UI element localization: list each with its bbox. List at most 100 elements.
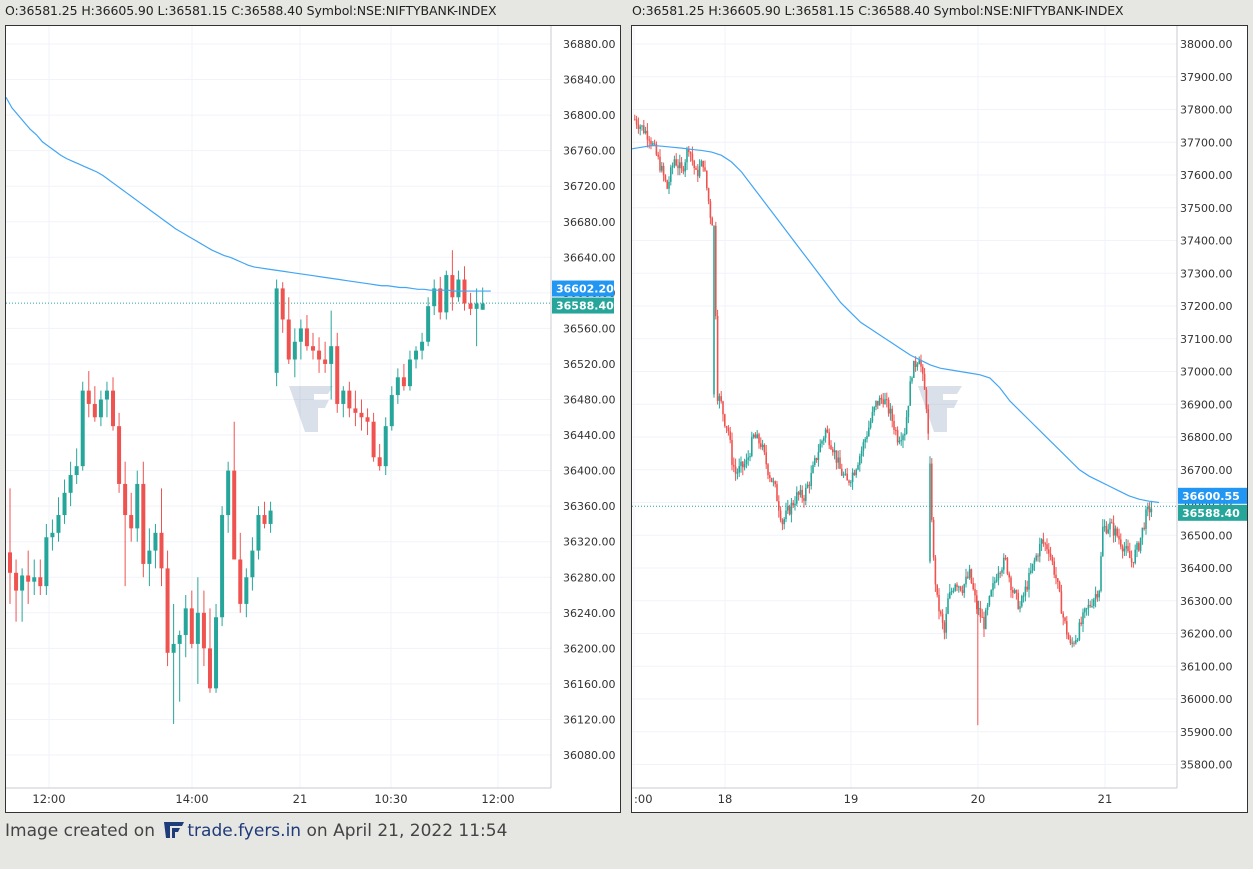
candle-body — [480, 303, 485, 310]
candle-body — [317, 350, 322, 360]
candle-body — [1069, 639, 1072, 644]
candle-body — [153, 532, 158, 551]
candle-body — [1145, 509, 1147, 529]
candle-body — [304, 328, 309, 347]
candle-body — [1096, 594, 1099, 598]
candle-body — [913, 360, 915, 378]
candle-body — [716, 316, 719, 401]
candle-body — [911, 377, 913, 382]
candle-body — [1129, 550, 1131, 559]
candle-body — [1022, 595, 1025, 597]
candle-body — [648, 139, 650, 141]
candle-body — [347, 390, 352, 409]
candle-body — [298, 328, 303, 342]
x-tick-label: 12:00 — [32, 792, 65, 806]
x-tick-label: 21 — [293, 792, 308, 806]
candle-body — [790, 502, 793, 515]
candle-body — [238, 559, 243, 604]
candle-body — [268, 510, 273, 524]
candle-body — [1100, 556, 1102, 591]
candle-body — [189, 608, 194, 644]
y-tick-label: 36500.00 — [1180, 529, 1233, 542]
y-tick-label: 36000.00 — [1180, 693, 1233, 706]
candle-body — [884, 399, 886, 405]
x-tick-label: 12:00 — [481, 792, 514, 806]
candle-body — [760, 443, 762, 448]
candle-body — [761, 444, 764, 448]
candle-body — [783, 518, 785, 525]
candle-body — [837, 457, 839, 463]
candle-body — [947, 598, 949, 614]
candle-body — [706, 170, 708, 189]
symbol-label: Symbol: — [933, 3, 984, 18]
candle-body — [700, 160, 703, 167]
candle-body — [848, 480, 850, 483]
multiday-candlestick-chart[interactable]: 38000.00 37900.00 37800.00 37700.00 37600.00… — [632, 26, 1247, 812]
candle-body — [891, 408, 893, 421]
candle-body — [670, 167, 672, 182]
candle-body — [634, 119, 636, 121]
candle-body — [918, 360, 920, 365]
moving-average-line — [6, 97, 491, 292]
candle-body — [747, 457, 749, 460]
candle-body — [1001, 569, 1003, 573]
y-tick-label: 36700.00 — [1180, 464, 1233, 477]
candle-body — [945, 613, 947, 633]
candle-body — [781, 520, 784, 525]
candle-body — [323, 359, 328, 364]
fyers-logo-icon — [164, 822, 185, 838]
y-tick-label: 36760.00 — [563, 145, 616, 158]
candle-body — [981, 616, 983, 618]
candle-body — [724, 414, 726, 427]
candle-body — [1082, 612, 1084, 624]
x-tick-label: :00 — [634, 792, 653, 806]
intraday-chart-panel[interactable]: 36880.00 36840.00 36800.00 36760.00 36720.00… — [5, 25, 621, 813]
candle-body — [92, 403, 97, 418]
candle-body — [727, 428, 730, 432]
y-tick-label: 36100.00 — [1180, 660, 1233, 673]
candle-body — [1064, 617, 1066, 622]
candle-body — [778, 501, 780, 511]
candle-body — [280, 288, 285, 320]
candle-body — [44, 537, 49, 587]
intraday-candlestick-chart[interactable]: 36880.00 36840.00 36800.00 36760.00 36720.00… — [6, 26, 620, 812]
candle-body — [38, 577, 43, 587]
y-tick-label: 36640.00 — [563, 251, 616, 264]
candle-body — [995, 579, 998, 582]
candle-body — [1078, 622, 1081, 640]
y-tick-label: 36160.00 — [563, 678, 616, 691]
candle-body — [673, 159, 676, 167]
candle-body — [1015, 590, 1018, 593]
candle-body — [1118, 535, 1120, 540]
candle-body — [914, 360, 917, 367]
candle-body — [171, 643, 176, 653]
candle-body — [950, 591, 953, 593]
candle-body — [1138, 543, 1140, 551]
candle-body — [1057, 578, 1059, 582]
candle-body — [450, 275, 455, 298]
candle-body — [1030, 570, 1032, 574]
candle-body — [1120, 539, 1122, 547]
candle-body — [292, 341, 297, 360]
candle-body — [898, 440, 901, 443]
y-tick-label: 38000.00 — [1180, 38, 1233, 51]
candle-body — [682, 168, 685, 172]
footer-brand-link[interactable]: trade.fyers.in — [187, 821, 302, 841]
ma-price-tag-label: 36600.55 — [1182, 490, 1240, 503]
ma-price-tag — [552, 280, 614, 297]
candle-body — [992, 583, 994, 591]
y-tick-label: 36080.00 — [563, 749, 616, 762]
candle-body — [835, 450, 838, 463]
candle-body — [812, 464, 814, 473]
candle-body — [765, 452, 767, 465]
high-label: H: — [81, 3, 95, 18]
candle-body — [810, 472, 812, 486]
candle-body — [1024, 586, 1027, 596]
candle-body — [844, 473, 847, 475]
candle-body — [1084, 608, 1086, 613]
candle-body — [875, 400, 877, 407]
multiday-chart-panel[interactable]: 38000.00 37900.00 37800.00 37700.00 37600.00… — [631, 25, 1248, 813]
candle-body — [1031, 563, 1034, 571]
candle-body — [407, 359, 412, 387]
candle-body — [938, 594, 940, 612]
